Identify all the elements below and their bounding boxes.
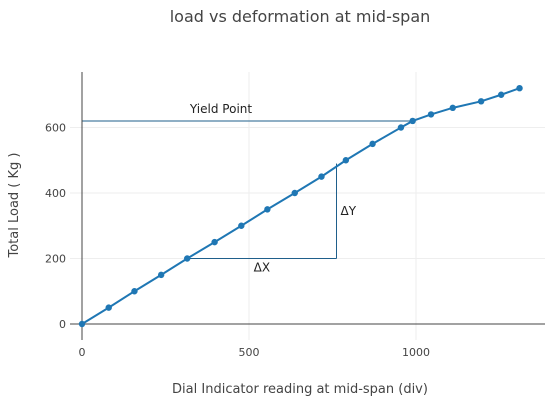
- delta-y-label: ΔY: [341, 204, 357, 218]
- yield-point-label: Yield Point: [189, 102, 252, 116]
- data-point: [105, 304, 112, 311]
- data-point: [131, 288, 138, 295]
- data-point: [397, 124, 405, 131]
- data-point: [318, 173, 325, 180]
- data-point: [369, 140, 376, 148]
- chart-title: load vs deformation at mid-span: [170, 7, 431, 26]
- data-point: [449, 104, 456, 112]
- data-point: [409, 117, 416, 125]
- x-axis-label: Dial Indicator reading at mid-span (div): [172, 382, 428, 397]
- y-tick-label: 200: [45, 253, 66, 266]
- tick-labels: 0 500 1000 0 200 400 600: [45, 122, 430, 360]
- data-point: [157, 271, 165, 279]
- data-point: [238, 222, 245, 229]
- data-point: [477, 98, 485, 105]
- data-point: [291, 189, 298, 197]
- data-point: [497, 91, 505, 98]
- y-tick-label: 400: [45, 187, 66, 200]
- y-axis-label: Total Load ( Kg ): [7, 153, 22, 259]
- x-tick-label: 1000: [402, 346, 430, 359]
- axes: [70, 72, 545, 340]
- delta-x-label: ΔX: [254, 261, 270, 275]
- y-tick-label: 600: [45, 122, 66, 135]
- data-point: [184, 255, 191, 262]
- x-tick-label: 500: [239, 346, 260, 359]
- data-point: [342, 157, 350, 164]
- series-line: [81, 87, 520, 325]
- grid: [70, 72, 545, 340]
- y-tick-label: 0: [59, 318, 66, 331]
- data-point: [78, 320, 86, 328]
- series: [78, 85, 523, 328]
- data-point: [516, 85, 523, 92]
- data-point: [264, 206, 271, 213]
- data-point: [211, 238, 218, 246]
- data-point: [427, 111, 435, 118]
- x-tick-label: 0: [79, 346, 86, 359]
- annotations: [82, 120, 413, 259]
